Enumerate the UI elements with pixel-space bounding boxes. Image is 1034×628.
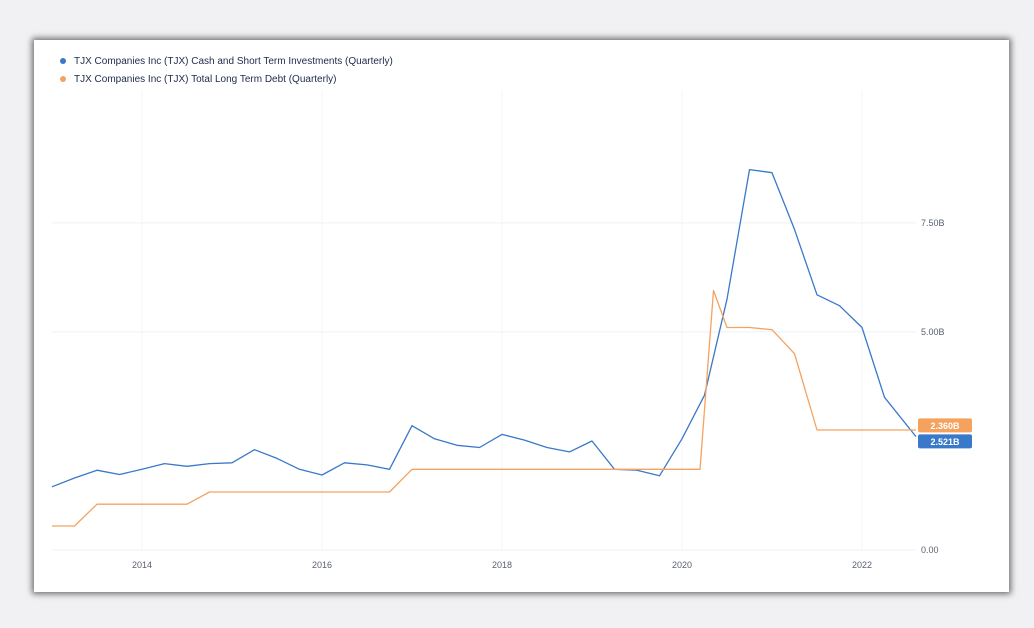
- legend-label-debt: TJX Companies Inc (TJX) Total Long Term …: [74, 73, 337, 85]
- x-tick-label: 2022: [852, 560, 872, 570]
- cash-end-label: 2.521B: [930, 437, 960, 447]
- chart-card: TJX Companies Inc (TJX) Cash and Short T…: [34, 40, 1009, 592]
- legend-dot-debt: [60, 76, 66, 82]
- y-tick-label: 7.50B: [921, 218, 945, 228]
- x-tick-label: 2014: [132, 560, 152, 570]
- chart-legend: TJX Companies Inc (TJX) Cash and Short T…: [60, 52, 393, 88]
- legend-dot-cash: [60, 58, 66, 64]
- legend-label-cash: TJX Companies Inc (TJX) Cash and Short T…: [74, 55, 393, 67]
- legend-item-cash[interactable]: TJX Companies Inc (TJX) Cash and Short T…: [60, 52, 393, 70]
- x-tick-label: 2018: [492, 560, 512, 570]
- debt-series-line: [52, 289, 916, 527]
- debt-end-label: 2.360B: [930, 421, 960, 431]
- y-tick-label: 0.00: [921, 545, 939, 555]
- x-tick-label: 2016: [312, 560, 332, 570]
- x-tick-label: 2020: [672, 560, 692, 570]
- debt-end-label-badge: [918, 418, 972, 433]
- y-tick-label: 5.00B: [921, 327, 945, 337]
- cash-series-line: [51, 168, 917, 488]
- cash-end-label-badge: [918, 434, 972, 449]
- chart-plot: 0.00 5.00B 7.50B 2014 2016 2018 2020 2022 2.521B…: [51, 92, 972, 570]
- legend-item-debt[interactable]: TJX Companies Inc (TJX) Total Long Term …: [60, 70, 393, 88]
